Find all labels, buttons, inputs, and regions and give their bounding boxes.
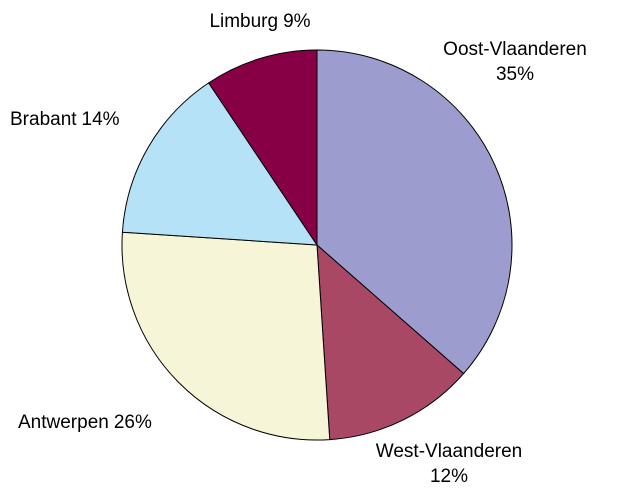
- pie-slice: [121, 82, 318, 246]
- slice-label-group: Brabant 14%: [10, 109, 120, 130]
- slice-label: Brabant: [10, 109, 77, 130]
- slice-value-label: 14%: [82, 109, 120, 130]
- slice-label: West-Vlaanderen: [376, 441, 522, 462]
- slice-label-group: Antwerpen 26%: [18, 412, 152, 433]
- slice-value-label: 35%: [496, 64, 534, 85]
- pie-slice: [207, 49, 318, 247]
- slice-label: Antwerpen: [18, 412, 109, 433]
- slice-value-label: 26%: [114, 412, 152, 433]
- slice-label-group: Limburg 9%: [209, 11, 310, 32]
- slice-value-label: 9%: [283, 11, 311, 32]
- pie-slice: [121, 231, 331, 441]
- slice-label: Limburg: [209, 11, 278, 32]
- slice-label: Oost-Vlaanderen: [443, 39, 587, 60]
- pie-slice: [316, 243, 465, 441]
- pie-slice: [316, 49, 513, 375]
- slice-value-label: 12%: [430, 466, 468, 487]
